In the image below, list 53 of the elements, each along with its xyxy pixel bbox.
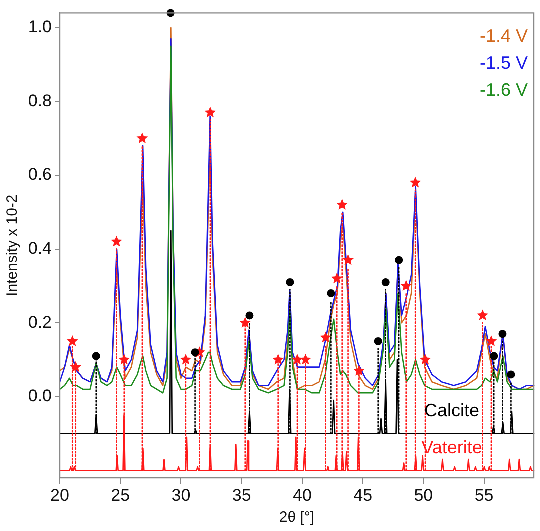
point [490, 352, 498, 360]
point [70, 361, 82, 372]
y-axis-title: Intensity x 10-2 [4, 194, 22, 296]
point [327, 290, 336, 298]
point [400, 280, 412, 292]
point [240, 317, 252, 328]
point [204, 106, 216, 118]
point [507, 370, 516, 379]
text: -1.4 V [480, 26, 528, 46]
point [498, 330, 507, 338]
point [420, 354, 432, 365]
point [118, 354, 130, 365]
y-tick-label: 0.4 [28, 238, 52, 258]
x-tick-label: 55 [474, 486, 494, 505]
text: -1.6 V [480, 80, 528, 100]
x-tick-label: 20 [50, 486, 70, 505]
point [246, 312, 254, 320]
point [136, 132, 148, 144]
x-tick-label: 45 [354, 486, 373, 505]
point [353, 365, 365, 376]
point [320, 332, 332, 343]
point [395, 256, 404, 264]
point [92, 352, 100, 360]
point [292, 354, 304, 365]
point [331, 272, 343, 284]
point [191, 348, 200, 357]
point [410, 176, 422, 188]
y-tick-label: 0.0 [28, 386, 52, 406]
point [272, 354, 284, 365]
point [180, 354, 192, 365]
point [286, 278, 294, 286]
y-tick-label: 0.8 [28, 91, 52, 110]
point [336, 199, 348, 210]
x-tick-label: 35 [232, 486, 252, 505]
point [66, 336, 78, 346]
point [382, 278, 390, 286]
point [300, 354, 312, 365]
y-tick-label: 1.0 [28, 18, 52, 37]
x-tick-label: 50 [414, 486, 434, 505]
point [111, 236, 122, 247]
y-tick-label: 0.6 [28, 165, 52, 184]
series-label: Vaterite [422, 438, 482, 458]
point [342, 254, 354, 266]
y-tick-label: 0.2 [28, 312, 52, 332]
series-label: Calcite [424, 400, 480, 421]
x-tick-label: 40 [292, 486, 312, 505]
point [486, 336, 498, 346]
x-tick-label: 30 [172, 486, 191, 505]
x-tick-label: 25 [111, 486, 130, 505]
point [374, 338, 382, 346]
point [477, 310, 489, 321]
x-axis-title: 2θ [°] [279, 509, 315, 526]
text: -1.5 V [480, 53, 528, 74]
